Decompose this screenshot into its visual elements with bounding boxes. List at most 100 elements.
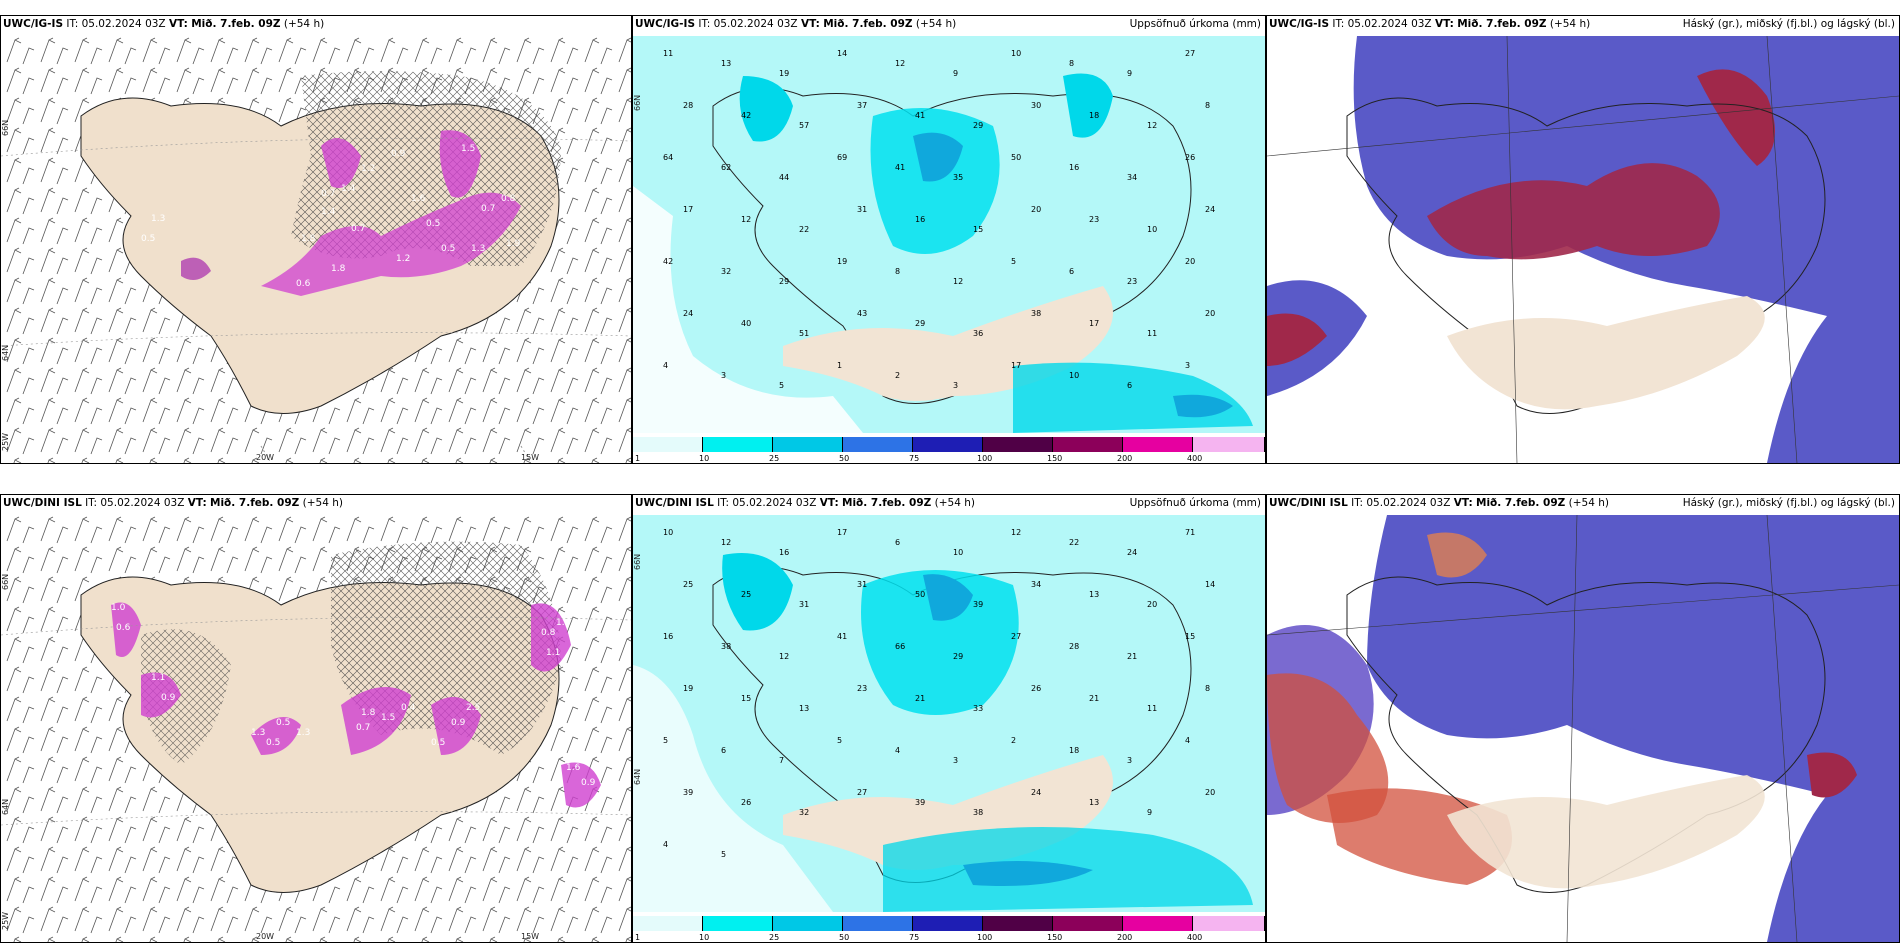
colorbar-seg-3 — [773, 916, 843, 931]
accum-precip-label: 6 — [1127, 381, 1132, 390]
precip-value-label: 1.3 — [296, 728, 310, 738]
accum-precip-label: 12 — [741, 215, 751, 224]
panel-header: UWC/DINI ISL IT: 05.02.2024 03Z VT: Mið.… — [3, 497, 343, 509]
panel-header: UWC/IG-IS IT: 05.02.2024 03Z VT: Mið. 7.… — [1269, 18, 1591, 30]
precip-value-label: 1.8 — [331, 264, 346, 274]
accum-precip-label: 4 — [895, 746, 900, 755]
colorbar-tick: 50 — [839, 933, 850, 942]
lat-label-66n: 66N — [633, 94, 642, 111]
precip-value-label: 0.4 — [401, 703, 416, 713]
precip-value-label: 1.5 — [461, 144, 475, 154]
accum-precip-label: 17 — [837, 528, 847, 537]
accum-precip-label: 50 — [1011, 153, 1021, 162]
map-wind-precip: 1.00.61.10.91.30.50.51.31.80.71.50.40.92… — [1, 515, 631, 942]
accum-precip-label: 41 — [837, 632, 847, 641]
precip-value-label: 0.7 — [356, 723, 370, 733]
accum-precip-label: 5 — [837, 736, 842, 745]
accum-precip-label: 44 — [779, 173, 789, 182]
accum-precip-label: 39 — [973, 600, 983, 609]
precip-value-label: 1.1 — [546, 648, 560, 658]
colorbar-seg-8 — [1123, 437, 1193, 452]
accum-precip-label: 38 — [1031, 309, 1041, 318]
accum-precip-label: 6 — [895, 538, 900, 547]
accum-precip-label: 17 — [1089, 319, 1099, 328]
accum-precip-label: 57 — [799, 121, 809, 130]
accum-precip-label: 21 — [915, 694, 925, 703]
accum-precip-label: 21 — [1089, 694, 1099, 703]
lon-label-20w: 20W — [256, 932, 275, 941]
lon-label-15w: 15W — [521, 453, 540, 462]
accum-precip-label: 34 — [1127, 173, 1137, 182]
accum-precip-label: 11 — [663, 49, 673, 58]
accum-precip-label: 64 — [663, 153, 673, 162]
panel-clouds-igis: UWC/IG-IS IT: 05.02.2024 03Z VT: Mið. 7.… — [1266, 15, 1900, 464]
colorbar-tick: 25 — [769, 454, 780, 463]
accum-precip-label: 12 — [953, 277, 963, 286]
accum-precip-label: 3 — [721, 371, 726, 380]
accum-precip-label: 16 — [1069, 163, 1079, 172]
accum-precip-label: 12 — [1147, 121, 1157, 130]
accum-precip-label: 39 — [915, 798, 925, 807]
accum-precip-label: 4 — [663, 361, 668, 370]
accum-precip-label: 23 — [857, 684, 867, 693]
accum-precip-label: 42 — [663, 257, 673, 266]
accum-precip-label: 13 — [721, 59, 731, 68]
accum-precip-label: 29 — [915, 319, 925, 328]
precip-value-label: 1.1 — [151, 673, 165, 683]
accum-precip-label: 12 — [895, 59, 905, 68]
colorbar-seg-7 — [1053, 437, 1123, 452]
precip-value-label: 0.5 — [266, 738, 280, 748]
accum-precip-label: 16 — [915, 215, 925, 224]
precip-value-label: 0.8 — [501, 194, 516, 204]
colorbar-seg-2 — [703, 437, 773, 452]
accum-precip-label: 28 — [683, 101, 693, 110]
accum-precip-label: 38 — [973, 808, 983, 817]
accum-precip-label: 66 — [895, 642, 905, 651]
lat-label-66n: 66N — [1, 573, 10, 590]
colorbar-seg-3 — [773, 437, 843, 452]
colorbar-seg-6 — [983, 437, 1053, 452]
accum-precip-label: 10 — [663, 528, 673, 537]
colorbar: 1 10 25 50 75 100 150 200 400 — [633, 914, 1265, 942]
colorbar-seg-6 — [983, 916, 1053, 931]
panel-accum-precip-igis: UWC/IG-IS IT: 05.02.2024 03Z VT: Mið. 7.… — [632, 15, 1266, 464]
map-clouds — [1267, 515, 1899, 942]
panel-title-right: Uppsöfnuð úrkoma (mm) — [1129, 18, 1261, 30]
accum-precip-label: 20 — [1205, 309, 1215, 318]
accum-precip-label: 10 — [953, 548, 963, 557]
accum-precip-label: 17 — [683, 205, 693, 214]
precip-value-label: 0.5 — [276, 718, 290, 728]
accum-precip-label: 27 — [1185, 49, 1195, 58]
precip-value-label: 1.8 — [301, 234, 316, 244]
accum-precip-label: 39 — [683, 788, 693, 797]
accum-precip-label: 29 — [779, 277, 789, 286]
accum-precip-label: 27 — [857, 788, 867, 797]
accum-precip-label: 5 — [663, 736, 668, 745]
precip-value-label: 1.8 — [361, 708, 376, 718]
accum-precip-label: 13 — [799, 704, 809, 713]
colorbar-tick: 25 — [769, 933, 780, 942]
accum-precip-label: 40 — [741, 319, 751, 328]
accum-precip-label: 71 — [1185, 528, 1195, 537]
accum-precip-label: 36 — [973, 329, 983, 338]
colorbar-tick: 150 — [1047, 454, 1063, 463]
accum-precip-label: 15 — [973, 225, 983, 234]
colorbar-tick: 100 — [977, 933, 993, 942]
precip-value-label: 0.7 — [321, 189, 335, 199]
accum-precip-label: 8 — [895, 267, 900, 276]
accum-precip-label: 15 — [741, 694, 751, 703]
panel-title-right: Háský (gr.), miðský (fj.bl.) og lágský (… — [1682, 497, 1895, 509]
colorbar-seg-4 — [843, 437, 913, 452]
colorbar-tick: 400 — [1187, 454, 1203, 463]
accum-precip-label: 6 — [1069, 267, 1074, 276]
accum-precip-label: 41 — [915, 111, 925, 120]
accum-precip-label: 20 — [1031, 205, 1041, 214]
colorbar-seg-9 — [1193, 916, 1265, 931]
colorbar-tick: 1 — [635, 933, 641, 942]
precip-value-label: 1.2 — [396, 254, 410, 264]
accum-precip-label: 21 — [1127, 652, 1137, 661]
accum-precip-label: 10 — [1069, 371, 1079, 380]
precip-value-label: 1.4 — [341, 184, 356, 194]
lat-label-64n: 64N — [1, 798, 10, 815]
precip-value-label: 0.9 — [391, 149, 406, 159]
